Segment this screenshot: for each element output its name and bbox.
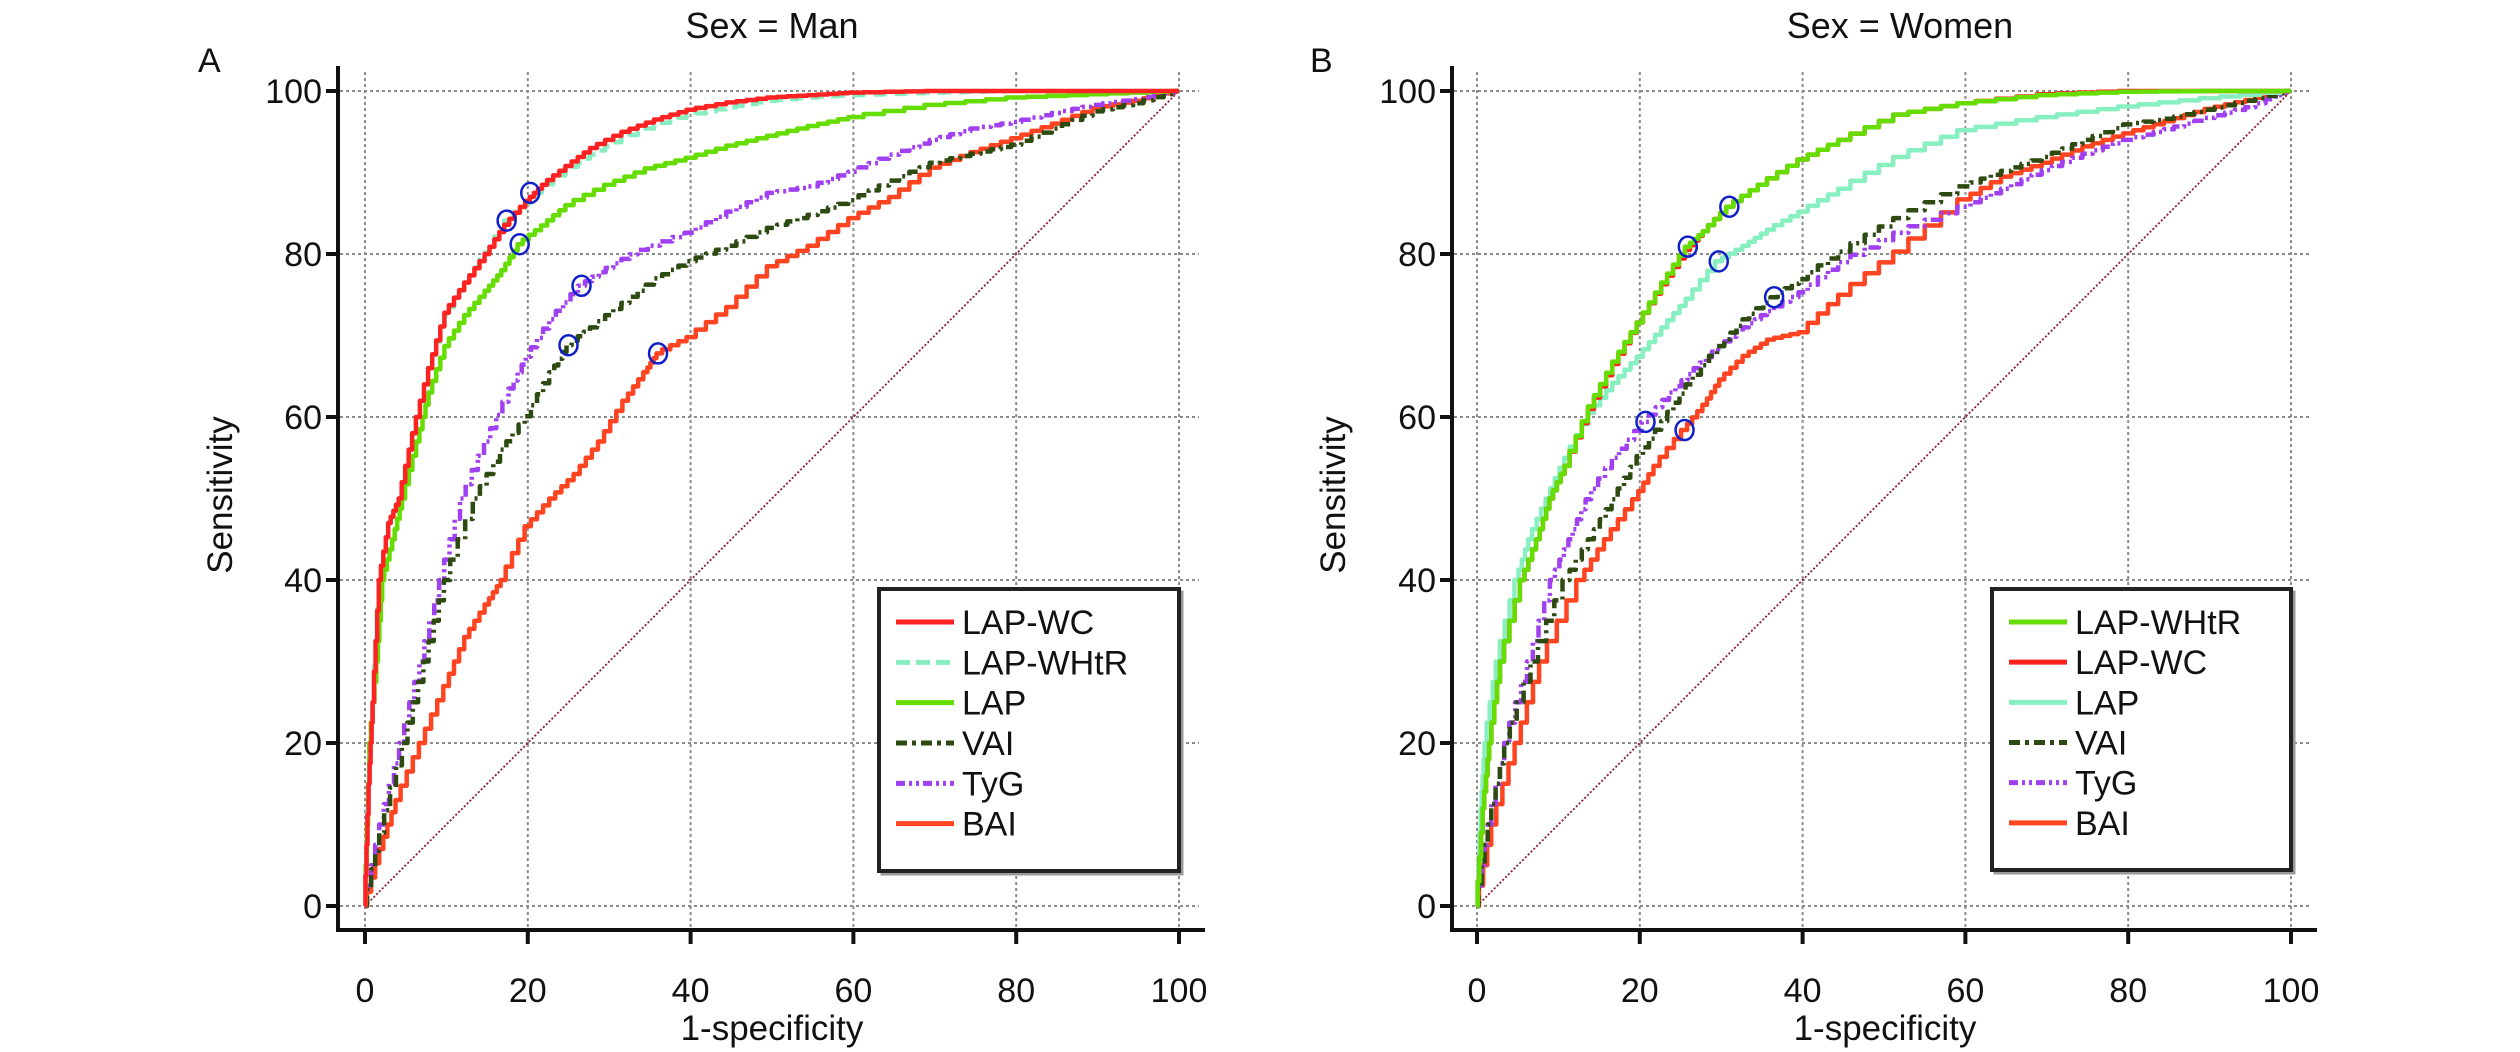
cutoff-marker-bai (1674, 418, 1695, 442)
legend-entry-vai: VAI (2009, 725, 2127, 763)
cutoff-marker-lap-wc (1719, 195, 1740, 218)
x-tick-label: 60 (1946, 972, 1984, 1010)
y-tick-label: 20 (284, 725, 322, 763)
panel-b: Sex = Women B Sensitivity 1-specificity … (1310, 5, 2319, 1048)
legend-label: LAP-WHtR (2075, 604, 2241, 642)
cutoff-marker-vai (1763, 285, 1785, 309)
roc-curve-lap-wc (363, 88, 1179, 909)
cutoff-marker-lap-whtr (496, 209, 517, 232)
legend-entry-lap: LAP (2009, 684, 2139, 722)
x-tick-label: 80 (2109, 972, 2147, 1010)
legend-label: LAP-WHtR (962, 644, 1128, 682)
legend-entry-bai: BAI (896, 806, 1017, 844)
legend-entry-vai: VAI (896, 725, 1014, 763)
x-tick-label: 80 (997, 972, 1035, 1010)
x-tick-label: 100 (1151, 972, 1208, 1010)
y-tick-label: 80 (1398, 236, 1436, 274)
legend-label: TyG (2075, 765, 2137, 803)
cutoff-marker-lap-wc (519, 181, 541, 205)
legend-label: LAP (962, 685, 1026, 723)
legend-entry-lap-whtr: LAP-WHtR (896, 644, 1128, 682)
cutoff-marker-vai (558, 334, 579, 357)
y-tick-label: 100 (265, 73, 322, 111)
legend-label: TyG (962, 765, 1024, 803)
legend-label: VAI (2075, 725, 2127, 763)
roc-curve-tyg (364, 88, 1179, 909)
y-tick-label: 40 (1398, 562, 1436, 600)
roc-curve-vai (1476, 88, 2291, 909)
x-tick-label: 0 (1468, 972, 1487, 1010)
panel-b-ticks: 0 20 40 60 80 100 0 20 40 60 80 100 (1379, 66, 2319, 1010)
panel-a-y-axis-label: Sensitivity (201, 416, 240, 574)
legend-entry-lap-wc: LAP-WC (2009, 644, 2207, 682)
x-tick-label: 100 (2263, 972, 2320, 1010)
panel-b-cutoffs (1635, 195, 1785, 442)
panel-a-title: Sex = Man (685, 5, 858, 46)
legend-label: BAI (2075, 805, 2130, 843)
roc-curve-vai (364, 88, 1179, 909)
y-tick-label: 100 (1379, 73, 1436, 111)
legend-entry-lap-whtr: LAP-WHtR (2009, 604, 2241, 642)
legend-label: BAI (962, 806, 1017, 844)
cutoff-marker-lap (509, 232, 530, 256)
panel-a-ticks: 0 20 40 60 80 100 0 20 40 60 80 100 (265, 66, 1207, 1010)
cutoff-marker-tyg (571, 274, 592, 298)
y-tick-label: 80 (284, 236, 322, 274)
panel-a-x-axis-label: 1-specificity (681, 1009, 864, 1048)
y-tick-label: 20 (1398, 725, 1436, 763)
legend-label: LAP-WC (962, 604, 1094, 642)
y-tick-label: 60 (284, 399, 322, 437)
roc-curve-bai (364, 88, 1179, 909)
cutoff-marker-lap (1708, 250, 1730, 273)
x-tick-label: 40 (1784, 972, 1822, 1010)
y-tick-label: 0 (1417, 888, 1436, 926)
y-tick-label: 60 (1398, 399, 1436, 437)
cutoff-marker-bai (647, 342, 669, 365)
x-tick-label: 40 (672, 972, 710, 1010)
panel-b-letter: B (1310, 42, 1333, 80)
roc-curve-bai (1476, 88, 2291, 909)
roc-curve-lap (363, 88, 1179, 909)
panel-a-cutoffs (496, 181, 669, 365)
roc-curve-tyg (1476, 88, 2291, 909)
x-tick-label: 0 (356, 972, 375, 1010)
legend-entry-tyg: TyG (896, 765, 1024, 803)
roc-curve-lap-whtr (1475, 88, 2291, 909)
panel-a: Sex = Man A Sensitivity 1-specificity 0 2… (198, 5, 1207, 1048)
legend-entry-lap: LAP (896, 685, 1026, 723)
legend-entry-bai: BAI (2009, 805, 2130, 843)
legend-entry-tyg: TyG (2009, 765, 2137, 803)
cutoff-marker-tyg (1635, 410, 1656, 434)
legend-label: LAP-WC (2075, 644, 2207, 682)
panel-b-x-axis-label: 1-specificity (1794, 1009, 1977, 1048)
panel-b-title: Sex = Women (1787, 5, 2013, 46)
x-tick-label: 60 (834, 972, 872, 1010)
y-tick-label: 0 (303, 888, 322, 926)
y-tick-label: 40 (284, 562, 322, 600)
x-tick-label: 20 (1621, 972, 1659, 1010)
panel-a-letter: A (198, 42, 221, 80)
cutoff-marker-lap-whtr (1677, 235, 1699, 258)
x-tick-label: 20 (509, 972, 547, 1010)
panel-b-curves (1475, 88, 2292, 909)
legend-entry-lap-wc: LAP-WC (896, 604, 1094, 642)
legend-label: VAI (962, 725, 1014, 763)
legend-label: LAP (2075, 684, 2139, 722)
panel-b-y-axis-label: Sensitivity (1314, 416, 1353, 574)
panel-a-curves (363, 88, 1180, 909)
